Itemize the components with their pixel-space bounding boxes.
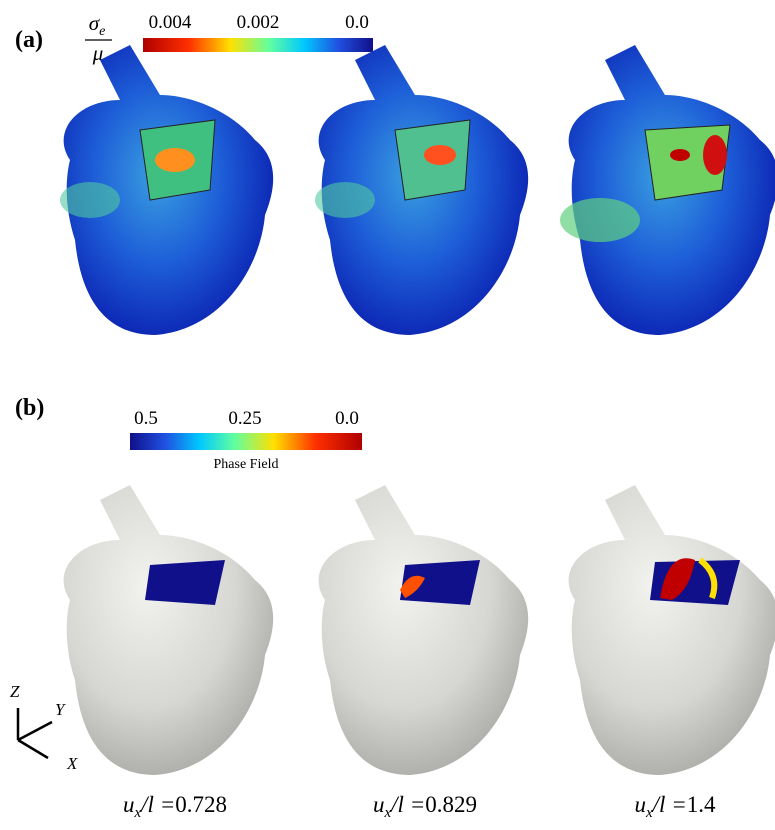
colorbar-symbol: σe xyxy=(89,11,106,39)
colorbar-tick: 0.0 xyxy=(335,408,359,429)
text-part: /l = xyxy=(651,792,687,817)
panel-label: (a) xyxy=(15,27,43,53)
panel-label: (b) xyxy=(15,395,44,421)
colorbar xyxy=(130,433,362,450)
text-part: 1.4 xyxy=(687,792,716,817)
caption: ux/l =0.829 xyxy=(373,792,477,821)
axis-label: Z xyxy=(10,682,20,701)
figure: (a) σe μ 0.004 0.002 0.0 (b) 0.5 0.25 0.… xyxy=(0,0,775,825)
colorbar-tick: 0.25 xyxy=(228,408,261,429)
colorbar-tick: 0.5 xyxy=(134,408,158,429)
colorbar-tick: 0.002 xyxy=(237,12,280,33)
axis-label: X xyxy=(66,754,78,773)
stress-hearts xyxy=(60,45,775,335)
text-part: u xyxy=(635,792,647,817)
text-part: u xyxy=(373,792,385,817)
text-part: /l = xyxy=(389,792,425,817)
text-part: 0.728 xyxy=(175,792,227,817)
axes-triad xyxy=(18,708,52,758)
text-part: u xyxy=(123,792,135,817)
colorbar-tick: 0.0 xyxy=(345,12,369,33)
phase-hearts xyxy=(64,485,775,775)
colorbar-title: Phase Field xyxy=(214,457,279,472)
text-part: e xyxy=(99,24,105,39)
colorbar-tick: 0.004 xyxy=(149,12,192,33)
caption: ux/l =0.728 xyxy=(123,792,227,821)
text-part: /l = xyxy=(139,792,175,817)
text-part: 0.829 xyxy=(425,792,477,817)
colorbar xyxy=(143,38,373,52)
caption: ux/l =1.4 xyxy=(635,792,716,821)
axis-label: Y xyxy=(55,700,66,719)
